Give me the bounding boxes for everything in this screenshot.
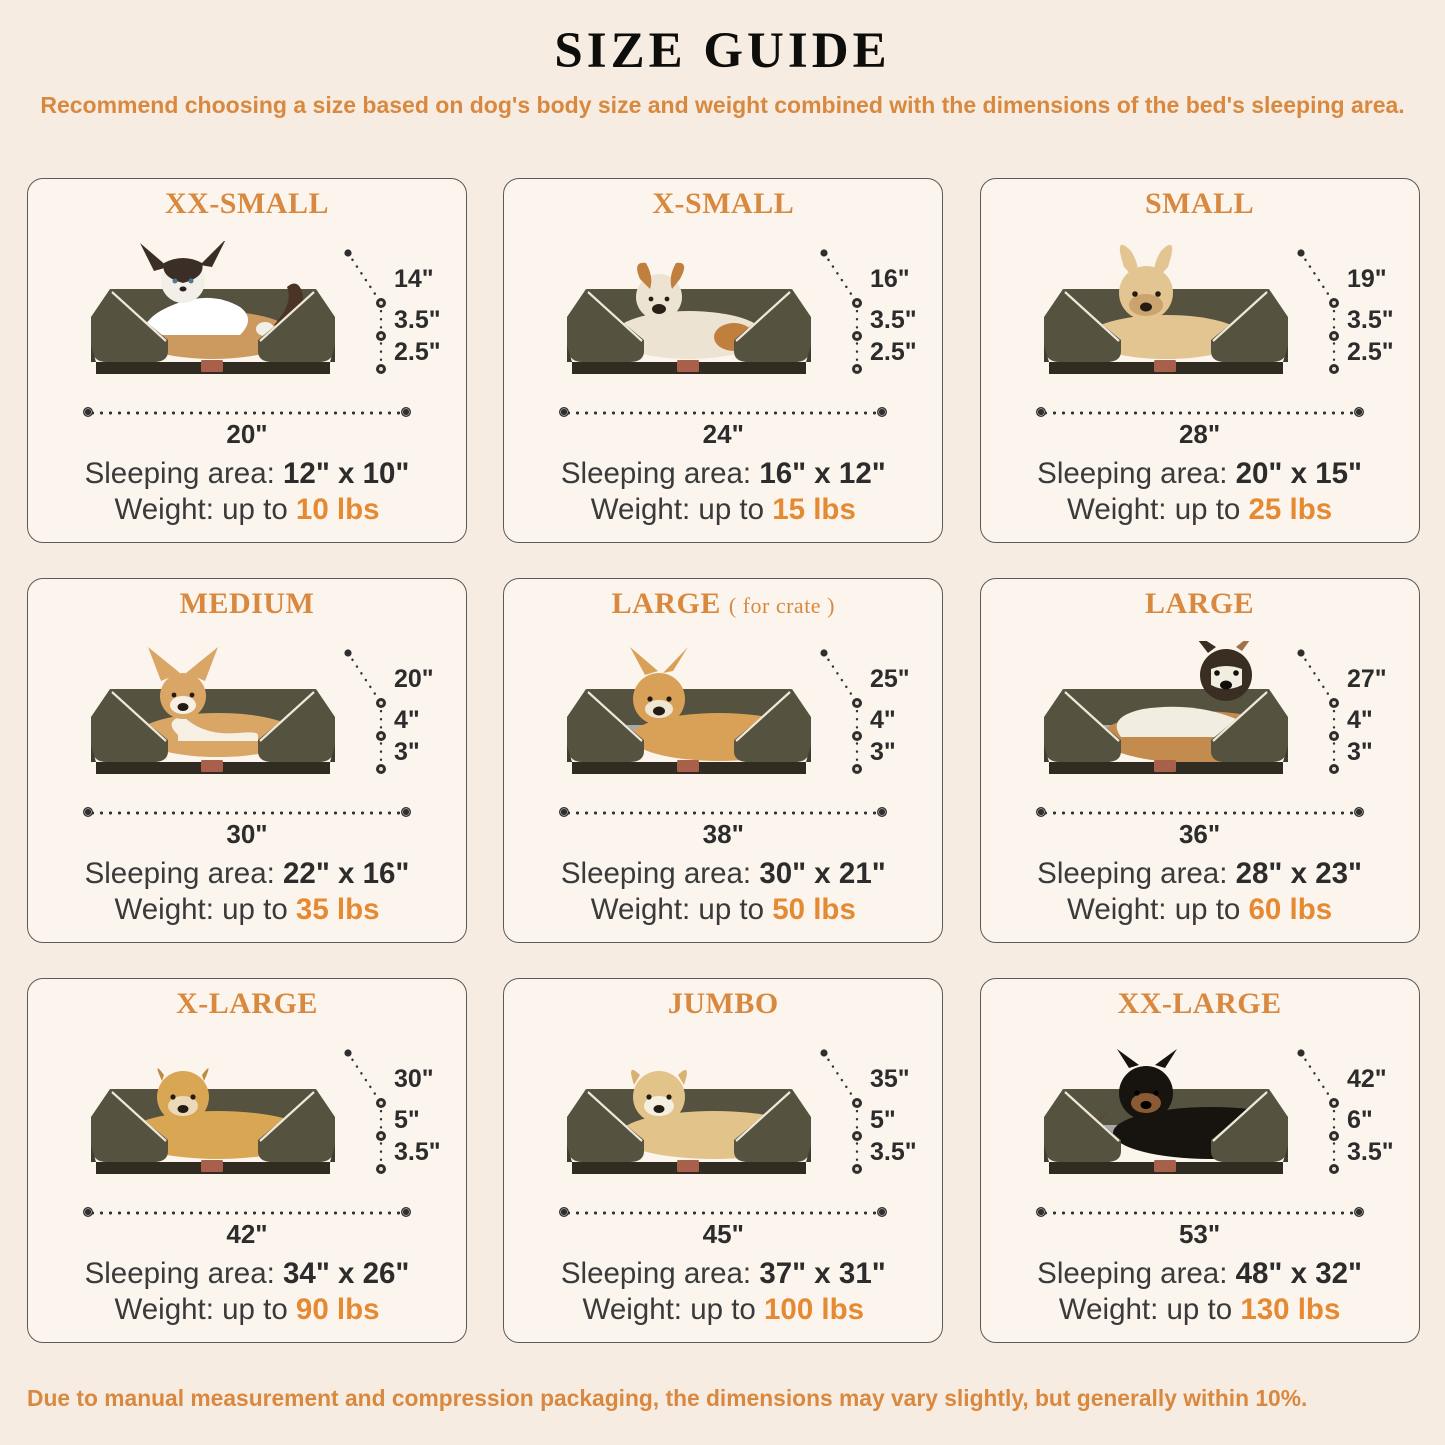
svg-text:35": 35" xyxy=(870,1065,910,1093)
svg-text:3": 3" xyxy=(394,738,420,766)
svg-text:30": 30" xyxy=(394,1065,434,1093)
svg-text:4": 4" xyxy=(394,706,420,734)
svg-text:3.5": 3.5" xyxy=(870,1138,917,1166)
svg-text:20": 20" xyxy=(394,665,434,693)
svg-text:5": 5" xyxy=(870,1106,896,1134)
svg-text:2.5": 2.5" xyxy=(394,338,441,366)
svg-text:25": 25" xyxy=(870,665,910,693)
svg-text:4": 4" xyxy=(870,706,896,734)
svg-text:5": 5" xyxy=(394,1106,420,1134)
svg-text:14": 14" xyxy=(394,265,434,293)
svg-text:3.5": 3.5" xyxy=(1347,306,1394,334)
svg-text:2.5": 2.5" xyxy=(1347,338,1394,366)
svg-text:3.5": 3.5" xyxy=(394,306,441,334)
svg-text:4": 4" xyxy=(1347,706,1373,734)
svg-text:3": 3" xyxy=(1347,738,1373,766)
svg-text:3.5": 3.5" xyxy=(870,306,917,334)
svg-text:3.5": 3.5" xyxy=(394,1138,441,1166)
svg-text:19": 19" xyxy=(1347,265,1387,293)
svg-text:16": 16" xyxy=(870,265,910,293)
svg-text:42": 42" xyxy=(1347,1065,1387,1093)
svg-text:2.5": 2.5" xyxy=(870,338,917,366)
svg-text:27": 27" xyxy=(1347,665,1387,693)
svg-text:3.5": 3.5" xyxy=(1347,1138,1394,1166)
svg-text:6": 6" xyxy=(1347,1106,1373,1134)
svg-text:3": 3" xyxy=(870,738,896,766)
